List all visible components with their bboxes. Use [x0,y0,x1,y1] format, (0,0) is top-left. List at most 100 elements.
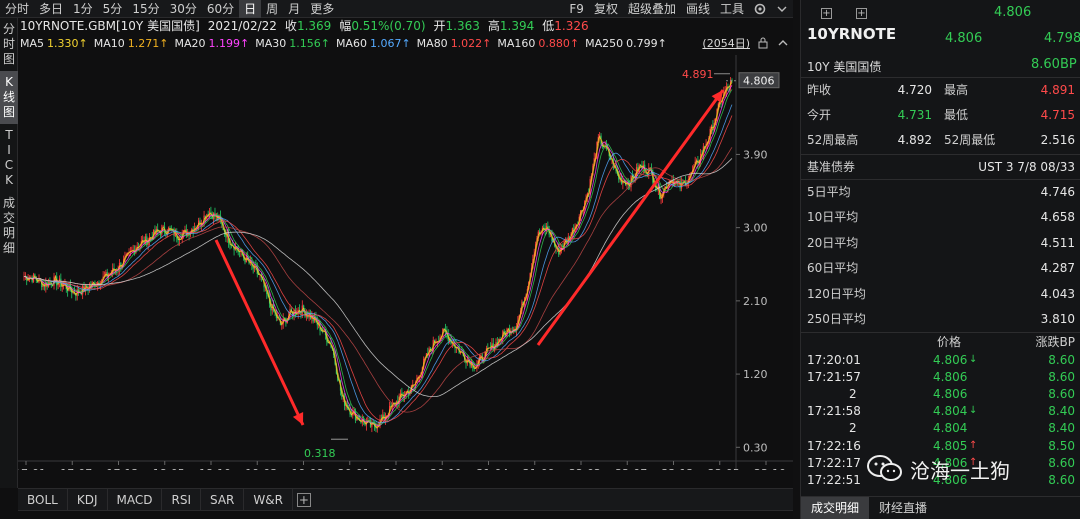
timeframe-tab[interactable]: 15分 [132,1,160,16]
panel-price-top: 4.806 [994,5,1032,20]
last-price-label: 4.806 [743,75,775,88]
indicator-boll[interactable]: BOLL [18,488,68,511]
low-annotation: 0.318 [304,447,336,460]
average-row: 5日平均 4.746 [807,180,1075,205]
stat-value: 4.720 [897,83,932,97]
average-value: 3.810 [1040,312,1075,326]
ma-line [23,104,733,424]
bond-value: UST 3 7/8 08/33 [978,160,1075,174]
indicator-kdj[interactable]: KDJ [68,488,108,511]
gear-icon[interactable] [753,2,767,16]
timeframe-tab[interactable]: 月 [288,1,301,16]
average-value: 4.287 [1040,261,1075,276]
period-toolbar: 分时 多日 1分 5分 15分 30分 60分日周月更多 F9 复权 超级叠加 画线 工具 [0,0,793,18]
timeframe-tab[interactable]: 5分 [102,1,123,16]
y-tick-label: 2.10 [743,295,768,308]
stat-value: 4.892 [897,133,932,147]
x-tick-label: 20-11 [430,467,462,470]
x-tick-label: 21-04 [477,467,509,470]
timeframe-tabs: 分时 多日 1分 5分 15分 30分 60分日周月更多 [0,0,339,18]
stat-label: 最低 [944,108,969,122]
timeframe-tab[interactable]: 日 [239,0,262,18]
trade-time: 2 [849,387,857,402]
timeframe-tab[interactable]: 周 [266,1,279,16]
tab-trade-detail[interactable]: 成交明细 [2,196,15,255]
add-indicator-icon[interactable]: + [296,492,311,507]
ma-line [23,158,733,397]
plus-box-icon[interactable]: + [856,7,867,19]
x-tick-label: 18-05 [153,467,185,470]
dropdown-icon[interactable] [775,2,789,16]
ma-item: MA30 1.156↑ [255,37,330,50]
timeframe-tab[interactable]: 更多 [310,1,335,16]
tab-timeshare[interactable]: 分时图 [2,22,15,66]
timeframe-tab[interactable]: 30分 [169,1,197,16]
draw-line-button[interactable]: 画线 [685,2,710,16]
last-price-box [738,72,780,89]
quote-panel: + + 4.806 10YRNOTE 4.806 4.798 10Y 美国国债 … [800,0,1080,519]
ma-values: MA5 1.330↑ MA10 1.271↑ MA20 1.199↑ MA30 1.156↑ M… [20,36,667,52]
stat-label: 最高 [944,83,969,97]
average-label: 5日平均 [807,185,851,199]
trade-time: 17:21:57 [807,370,861,385]
trade-row: 17:22:51 4.806 8.60 [807,472,1075,488]
trade-bp: 8.60 [1048,472,1075,487]
timeframe-tab[interactable]: 分时 [5,1,30,16]
trade-price: 4.806 [933,455,968,470]
ma-line [23,115,733,422]
change-field: 幅0.51%(0.70) [339,19,426,33]
panel-tabs: 成交明细 财经直播 [801,496,1080,519]
tab-trade-detail-right[interactable]: 成交明细 [801,497,870,519]
trade-time: 17:20:01 [807,353,861,367]
low-field: 低1.326 [542,19,589,33]
trade-price: 4.806 [933,472,968,487]
x-tick-label: 22-12 [662,467,694,470]
panel-splitter[interactable] [793,0,800,519]
trade-bp: 8.40 [1048,404,1075,419]
average-value: 4.511 [1040,235,1075,250]
stat-value: 4.731 [897,108,932,122]
indicator-macd[interactable]: MACD [108,488,163,511]
trade-time: 17:22:16 [807,438,861,453]
tab-live[interactable]: 财经直播 [879,501,928,515]
symbol-label: 10YRNOTE.GBM[10Y 美国国债] [20,19,200,33]
x-tick-label: 23-10 [754,467,786,470]
add-icon[interactable]: + [821,7,832,19]
x-tick-label: 19-03 [245,467,277,470]
date-label: 2021/02/22 [207,19,277,33]
stat-value: 2.516 [1040,133,1075,147]
trade-time: 2 [849,421,857,436]
bp-change: 8.60BP [1031,57,1077,72]
lock-icon[interactable] [756,36,770,50]
indicator-sar[interactable]: SAR [201,488,245,511]
super-overlay-button[interactable]: 超级叠加 [627,2,676,16]
quote-info-line: 10YRNOTE.GBM[10Y 美国国债] 2021/02/22 收1.369… [20,18,589,35]
kline-chart[interactable]: 3.90 3.00 2.10 1.20 0.30 17-01 17-07 17-12 18-05… [18,55,793,470]
adjust-button[interactable]: 复权 [593,2,618,16]
x-tick-label: 17-07 [60,467,92,470]
trade-arrow-icon: ↑ [969,439,978,451]
stat-label: 今开 [807,108,832,122]
trade-time: 17:22:17 [807,455,861,470]
collapse-icon[interactable] [776,36,790,50]
average-label: 10日平均 [807,210,859,225]
ma-item: MA250 0.799↑ [585,37,667,50]
chart-scrollbar[interactable] [18,510,793,519]
timeframe-tab[interactable]: 1分 [73,1,93,16]
bp-header: 涨跌BP [1035,335,1075,349]
indicator-rsi[interactable]: RSI [162,488,201,511]
close-field: 收1.369 [284,19,332,33]
stat-label: 52周最高 [807,133,859,147]
kline-chart-svg: 3.90 3.00 2.10 1.20 0.30 17-01 17-07 17-12 18-05… [18,55,793,470]
span-label[interactable]: (2054日) [702,37,750,50]
ma-line [23,147,733,413]
timeframe-tab[interactable]: 多日 [39,1,64,16]
trade-bp: 8.60 [1048,387,1075,402]
timeframe-tab[interactable]: 60分 [206,1,235,16]
tools-button[interactable]: 工具 [719,2,744,16]
indicator-wr[interactable]: W&R [244,488,293,511]
f9-button[interactable]: F9 [569,1,584,16]
